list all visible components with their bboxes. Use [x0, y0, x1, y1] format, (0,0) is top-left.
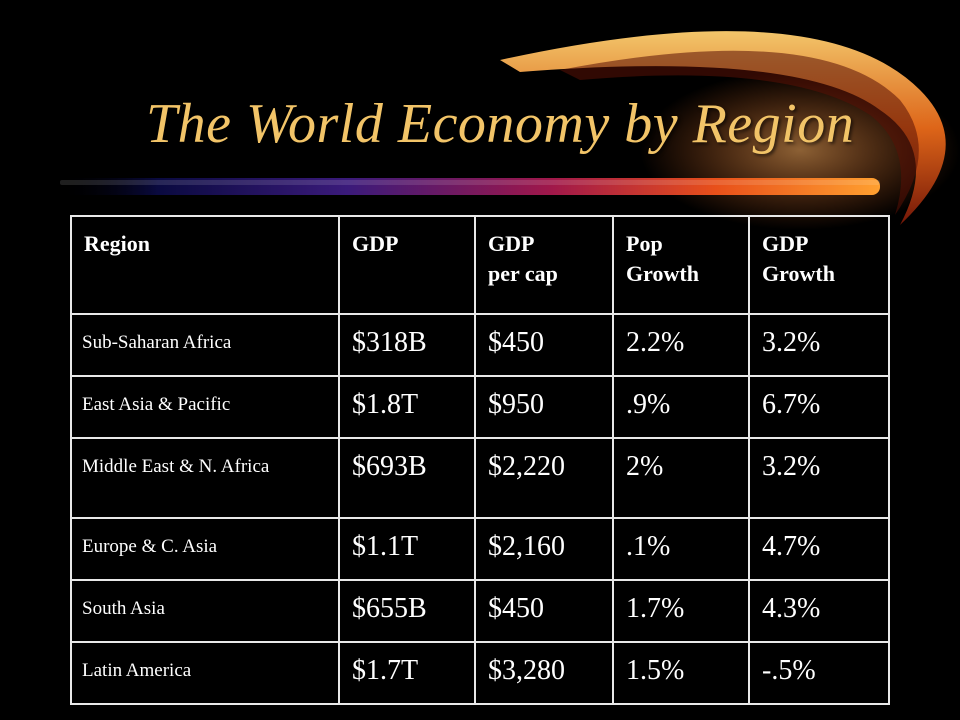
header-gdp-per-cap: GDP per cap [474, 215, 614, 315]
gdp-growth-cell: 3.2% [748, 313, 890, 377]
gdp-growth-cell: 3.2% [748, 437, 890, 519]
gdp-cell: $1.7T [338, 641, 476, 705]
table-row: Sub-Saharan Africa $318B $450 2.2% 3.2% [70, 313, 890, 377]
pop-growth-cell: .9% [612, 375, 750, 439]
gdp-cell: $1.8T [338, 375, 476, 439]
region-cell: South Asia [70, 579, 340, 643]
table-row: South Asia $655B $450 1.7% 4.3% [70, 579, 890, 643]
pop-growth-cell: 2% [612, 437, 750, 519]
table-row: Middle East & N. Africa $693B $2,220 2% … [70, 437, 890, 519]
header-pop-growth: Pop Growth [612, 215, 750, 315]
pop-growth-cell: .1% [612, 517, 750, 581]
gdp-per-cap-cell: $450 [474, 313, 614, 377]
region-cell: Sub-Saharan Africa [70, 313, 340, 377]
region-cell: East Asia & Pacific [70, 375, 340, 439]
gdp-per-cap-cell: $950 [474, 375, 614, 439]
gdp-growth-cell: 4.3% [748, 579, 890, 643]
gdp-cell: $655B [338, 579, 476, 643]
gdp-per-cap-cell: $2,160 [474, 517, 614, 581]
region-cell: Middle East & N. Africa [70, 437, 340, 519]
header-region: Region [70, 215, 340, 315]
gdp-per-cap-cell: $3,280 [474, 641, 614, 705]
gdp-per-cap-cell: $2,220 [474, 437, 614, 519]
region-cell: Europe & C. Asia [70, 517, 340, 581]
gdp-cell: $318B [338, 313, 476, 377]
gdp-growth-cell: 6.7% [748, 375, 890, 439]
table-row: East Asia & Pacific $1.8T $950 .9% 6.7% [70, 375, 890, 439]
table-row: Europe & C. Asia $1.1T $2,160 .1% 4.7% [70, 517, 890, 581]
region-cell: Latin America [70, 641, 340, 705]
header-gdp-growth: GDP Growth [748, 215, 890, 315]
pop-growth-cell: 1.5% [612, 641, 750, 705]
gdp-per-cap-cell: $450 [474, 579, 614, 643]
slide-title: The World Economy by Region [146, 93, 855, 155]
economy-table: Region GDP GDP per cap Pop Growth GDP Growt… [70, 215, 890, 705]
gdp-cell: $1.1T [338, 517, 476, 581]
table-row: Latin America $1.7T $3,280 1.5% -.5% [70, 641, 890, 705]
header-gdp: GDP [338, 215, 476, 315]
table-header-row: Region GDP GDP per cap Pop Growth GDP Growt… [70, 215, 890, 315]
gdp-growth-cell: -.5% [748, 641, 890, 705]
pop-growth-cell: 1.7% [612, 579, 750, 643]
gdp-growth-cell: 4.7% [748, 517, 890, 581]
pop-growth-cell: 2.2% [612, 313, 750, 377]
gdp-cell: $693B [338, 437, 476, 519]
decorative-swoosh [60, 31, 960, 230]
